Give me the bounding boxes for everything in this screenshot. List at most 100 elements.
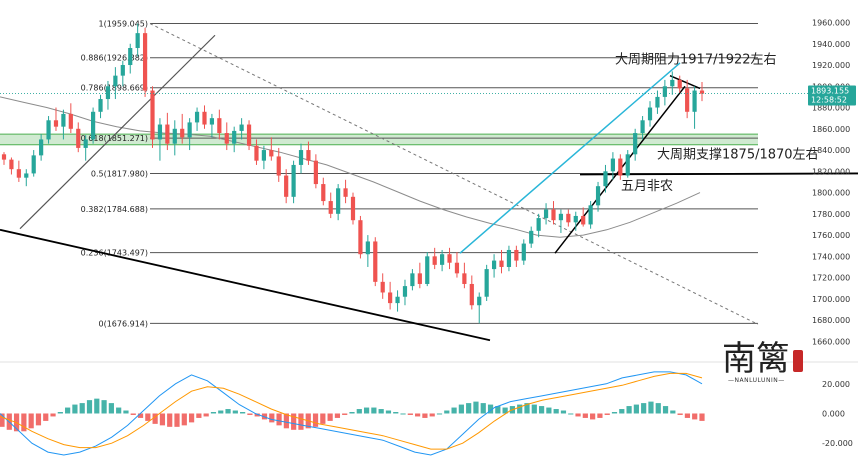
candle-body — [24, 173, 29, 178]
candle-body — [180, 128, 185, 138]
macd-histogram-bar — [276, 413, 282, 426]
candle-body — [647, 107, 653, 121]
candle-body — [239, 124, 244, 131]
candle-body — [440, 254, 445, 265]
candle-body — [640, 120, 645, 134]
macd-histogram-bar — [145, 413, 151, 421]
candle-body — [655, 96, 660, 108]
macd-histogram-bar — [662, 406, 669, 414]
price-tick-label: 1940.000 — [812, 40, 850, 49]
candle-body — [246, 124, 252, 146]
macd-histogram-bar — [167, 413, 173, 427]
macd-histogram-bar — [415, 413, 421, 417]
candle-body — [172, 128, 177, 144]
macd-histogram-bar — [43, 413, 49, 421]
macd-histogram-bar — [378, 409, 384, 414]
macd-histogram-bar — [655, 403, 661, 414]
candles — [1, 23, 705, 324]
candle-body — [313, 160, 318, 185]
macd-histogram-bar — [582, 413, 588, 418]
price-tick-label: 1820.000 — [812, 167, 850, 176]
macd-histogram-bar — [385, 410, 392, 414]
macd-histogram-bar — [590, 413, 596, 420]
macd-histogram-bar — [0, 413, 5, 427]
candle-body — [388, 292, 393, 304]
candle-body — [46, 120, 51, 140]
dashed-trendline — [149, 23, 759, 325]
candle-body — [677, 79, 682, 89]
fib-label: 0.5(1817.980) — [91, 169, 148, 178]
macd-histogram-bar — [371, 407, 377, 414]
macd-histogram-bar — [50, 413, 56, 417]
macd-histogram-bar — [152, 413, 158, 424]
macd-histogram-bar — [487, 404, 494, 414]
macd-histogram-bar — [196, 413, 202, 418]
macd-histogram-bar — [342, 413, 348, 415]
candle-body — [551, 209, 556, 221]
macd-pane: 20.000 0.000 -20.000 — [0, 361, 858, 456]
candle-body — [573, 215, 578, 223]
macd-histogram-bar — [619, 409, 625, 414]
support-zone-band — [0, 134, 758, 145]
price-tick-label: 1920.000 — [812, 61, 850, 70]
candle-body — [157, 124, 163, 140]
price-tick-label: 1740.000 — [812, 252, 850, 261]
candle-body — [447, 254, 452, 263]
candle-body — [232, 130, 237, 144]
fibonacci-levels: 1(1959.045) 0.886(1926.882) 0.786(1898.669… — [81, 20, 758, 328]
candle-body — [610, 158, 615, 172]
macd-histogram-bar — [101, 400, 107, 414]
macd-histogram-bar — [174, 413, 180, 427]
macd-histogram-bar — [86, 400, 93, 414]
candle-body — [402, 286, 408, 297]
candle-body — [336, 188, 341, 214]
fib-label: 1(1959.045) — [98, 20, 148, 29]
macd-histogram-bar — [21, 413, 27, 432]
candle-body — [105, 86, 111, 100]
macd-histogram-bar — [451, 407, 457, 414]
macd-histogram-bar — [641, 403, 647, 414]
macd-histogram-bar — [444, 410, 450, 414]
macd-histogram-bar — [203, 413, 209, 417]
current-price-time: 12:58:52 — [811, 96, 847, 105]
candle-body — [31, 155, 36, 174]
price-axis: 1960.0001940.0001920.0001900.0001880.000… — [0, 19, 856, 346]
candle-body — [135, 33, 140, 49]
trendlines — [0, 23, 858, 342]
macd-histogram-bar — [123, 410, 129, 414]
annotation-text: 五月非农 — [621, 179, 673, 194]
candle-body — [670, 79, 675, 87]
candle-body — [484, 269, 489, 297]
candle-body — [699, 90, 705, 94]
candle-body — [202, 111, 207, 125]
candle-body — [581, 215, 586, 225]
macd-histogram-bar — [524, 403, 530, 414]
candle-body — [380, 281, 385, 293]
signal-line — [0, 372, 703, 450]
support-zone — [0, 133, 758, 146]
macd-histogram-bar — [72, 404, 78, 414]
candle-body — [491, 260, 497, 270]
candle-body — [633, 133, 638, 155]
candle-body — [558, 213, 564, 221]
macd-histogram-bar — [232, 410, 238, 414]
candle-body — [83, 139, 88, 148]
fib-label: 0.236(1743.497) — [81, 249, 148, 258]
candle-body — [692, 90, 697, 112]
macd-histogram-bar — [633, 404, 639, 414]
macd-histogram-bar — [400, 413, 406, 415]
macd-histogram-bar — [436, 413, 443, 415]
ma-line — [0, 96, 701, 238]
macd-histogram-bar — [188, 413, 195, 423]
candle-body — [91, 111, 96, 140]
seal-stamp — [793, 350, 803, 372]
price-tick-label: 1720.000 — [812, 274, 850, 283]
macd-histogram-bar — [677, 413, 683, 415]
macd-histogram-bar — [181, 413, 187, 426]
macd-histogram-bar — [291, 413, 297, 430]
candle-body — [529, 230, 534, 244]
macd-histogram-bar — [502, 407, 508, 414]
candle-body — [284, 175, 289, 197]
macd-histogram-bar — [320, 413, 326, 424]
